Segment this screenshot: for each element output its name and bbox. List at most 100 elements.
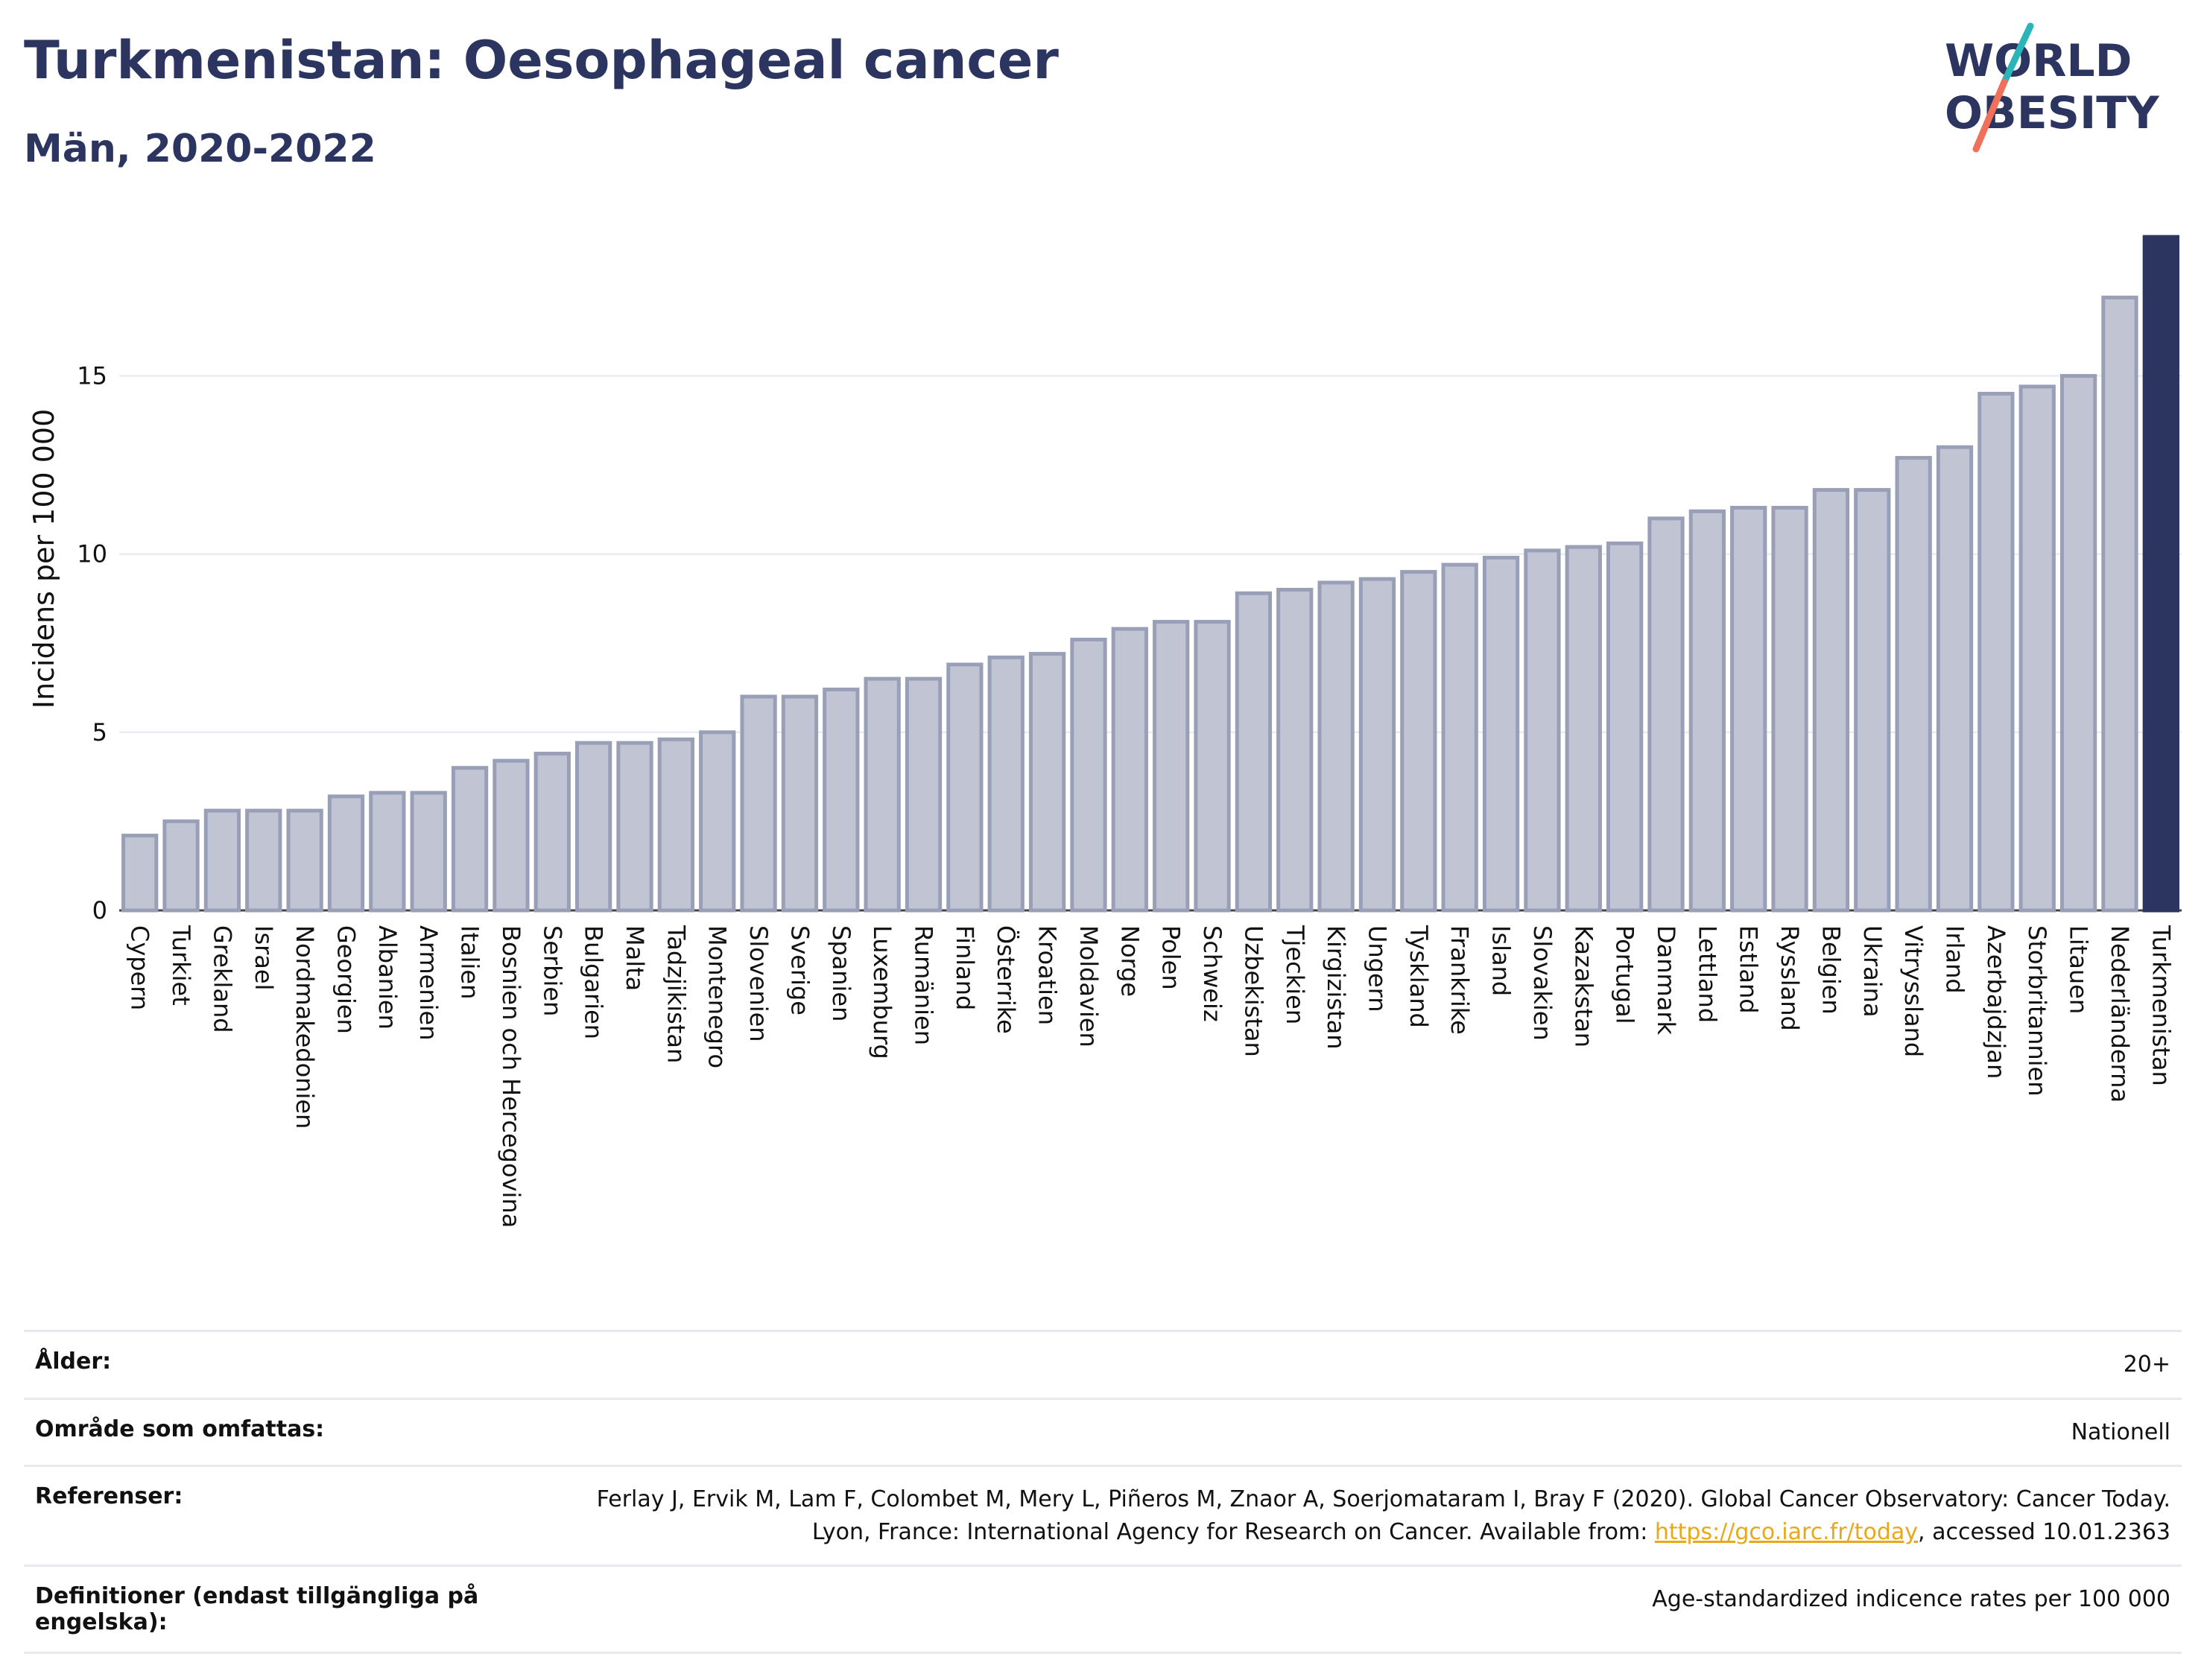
info-row-references: Referenser: Ferlay J, Ervik M, Lam F, Co… [24, 1465, 2182, 1565]
bar-slovenien [740, 694, 777, 913]
x-tick-label: Portugal [1611, 925, 1639, 1024]
x-tick-label: Belgien [1817, 925, 1845, 1015]
x-tick-label: Luxemburg [868, 925, 896, 1059]
bar-nederländerna [2101, 295, 2138, 913]
y-axis-ticks: 0 5 10 15 [77, 362, 107, 925]
age-label: Ålder: [35, 1348, 112, 1375]
x-tick-label: Norge [1115, 925, 1144, 997]
info-table: Ålder: 20+ Område som omfattas: Nationel… [24, 1330, 2182, 1654]
bar-tyskland [1400, 570, 1437, 913]
references-value: Ferlay J, Ervik M, Lam F, Colombet M, Me… [569, 1483, 2170, 1548]
x-tick-label: Lettland [1693, 925, 1721, 1023]
x-tick-label: Spanien [827, 925, 855, 1021]
definitions-value: Age-standardized indicence rates per 100… [1652, 1586, 2170, 1612]
x-tick-label: Azerbajdzjan [1982, 925, 2010, 1079]
x-tick-label: Vitryssland [1899, 925, 1928, 1057]
info-row-area: Område som omfattas: Nationell [24, 1397, 2182, 1465]
x-tick-label: Tadzjikistan [662, 925, 690, 1063]
x-tick-label: Grekland [208, 925, 236, 1033]
bar-ukraina [1854, 488, 1891, 913]
x-tick-label: Rumänien [910, 925, 938, 1045]
bar-montenegro [699, 730, 736, 913]
x-tick-label: Albanien [373, 925, 402, 1030]
x-tick-label: Danmark [1652, 925, 1680, 1035]
x-tick-label: Kazakstan [1569, 925, 1597, 1047]
info-row-age: Ålder: 20+ [24, 1330, 2182, 1398]
y-axis-label: Incidens per 100 000 [28, 409, 60, 709]
bar-kroatien [1028, 652, 1066, 913]
bar-schweiz [1194, 620, 1231, 913]
page-subtitle: Män, 2020-2022 [24, 127, 376, 171]
x-tick-label: Nederländerna [2106, 925, 2134, 1103]
bar-ungern [1358, 577, 1396, 913]
x-tick-label: Kirgizistan [1322, 925, 1350, 1049]
info-row-definitions: Definitioner (endast tillgängliga på eng… [24, 1565, 2182, 1654]
x-tick-label: Finland [951, 925, 979, 1010]
bar-nordmakedonien [286, 808, 323, 913]
y-tick-label: 15 [77, 362, 107, 390]
bar-storbritannien [2018, 384, 2056, 913]
svg-text:WORLD: WORLD [1945, 35, 2132, 87]
bar-slovakien [1524, 548, 1561, 913]
references-label: Referenser: [35, 1483, 183, 1509]
x-tick-label: Litauen [2065, 925, 2093, 1014]
x-tick-label: Turkiet [167, 925, 195, 1006]
bar-bosnien-och-hercegovina [493, 758, 530, 913]
x-tick-label: Moldavien [1074, 925, 1103, 1047]
bar-moldavien [1070, 637, 1107, 913]
x-tick-label: Estland [1735, 925, 1763, 1014]
x-tick-label: Serbien [538, 925, 566, 1016]
bar-armenien [410, 790, 447, 913]
bar-österrike [987, 655, 1025, 913]
bar-polen [1153, 620, 1190, 913]
x-tick-label: Tjeckien [1281, 925, 1309, 1024]
x-tick-label: Bosnien och Hercegovina [497, 925, 525, 1228]
x-tick-label: Uzbekistan [1239, 925, 1267, 1057]
bar-turkiet [162, 819, 200, 913]
x-tick-label: Slovenien [744, 925, 773, 1042]
bar-belgien [1812, 488, 1850, 913]
bar-italien [451, 766, 489, 913]
bar-portugal [1606, 541, 1644, 913]
bar-georgien [327, 794, 365, 913]
x-tick-label: Ungern [1363, 925, 1391, 1012]
bar-irland [1936, 445, 1974, 913]
x-tick-label: Irland [1941, 925, 1969, 994]
references-text: Ferlay J, Ervik M, Lam F, Colombet M, Me… [596, 1486, 2170, 1545]
bar-island [1482, 555, 1520, 913]
x-tick-label: Ukraina [1858, 925, 1887, 1018]
bar-norge [1111, 627, 1148, 913]
bar-rumänien [905, 676, 943, 913]
bar-ryssland [1771, 506, 1808, 913]
y-tick-label: 0 [92, 896, 107, 925]
area-value: Nationell [2071, 1419, 2170, 1445]
x-tick-label: Italien [456, 925, 484, 999]
page-title: Turkmenistan: Oesophageal cancer [24, 30, 1059, 91]
definitions-label: Definitioner (endast tillgängliga på eng… [35, 1583, 479, 1635]
bar-turkmenistan [2142, 235, 2179, 913]
bar-bulgarien [574, 741, 612, 913]
x-tick-label: Montenegro [703, 925, 732, 1068]
bar-finland [946, 662, 984, 913]
bar-litauen [2059, 374, 2097, 913]
bar-azerbajdzjan [1977, 391, 2015, 913]
bar-kazakstan [1565, 545, 1602, 913]
x-tick-label: Georgien [332, 925, 360, 1034]
y-tick-label: 10 [77, 540, 107, 568]
bar-tadzjikistan [657, 737, 695, 913]
bar-lettland [1688, 509, 1726, 913]
x-tick-label: Frankrike [1445, 925, 1474, 1035]
x-tick-label: Israel [250, 925, 278, 990]
bar-estland [1730, 506, 1767, 913]
x-tick-label: Slovakien [1528, 925, 1557, 1041]
bar-cypern [121, 834, 159, 913]
chart-bars [121, 235, 2179, 913]
bar-luxemburg [864, 676, 901, 913]
bar-vitryssland [1895, 456, 1932, 913]
x-tick-label: Armenien [414, 925, 443, 1040]
bar-tjeckien [1276, 588, 1314, 913]
x-tick-label: Cypern [126, 925, 154, 1010]
bar-albanien [369, 790, 406, 913]
x-tick-label: Bulgarien [580, 925, 608, 1039]
references-link[interactable]: https://gco.iarc.fr/today [1654, 1518, 1919, 1545]
